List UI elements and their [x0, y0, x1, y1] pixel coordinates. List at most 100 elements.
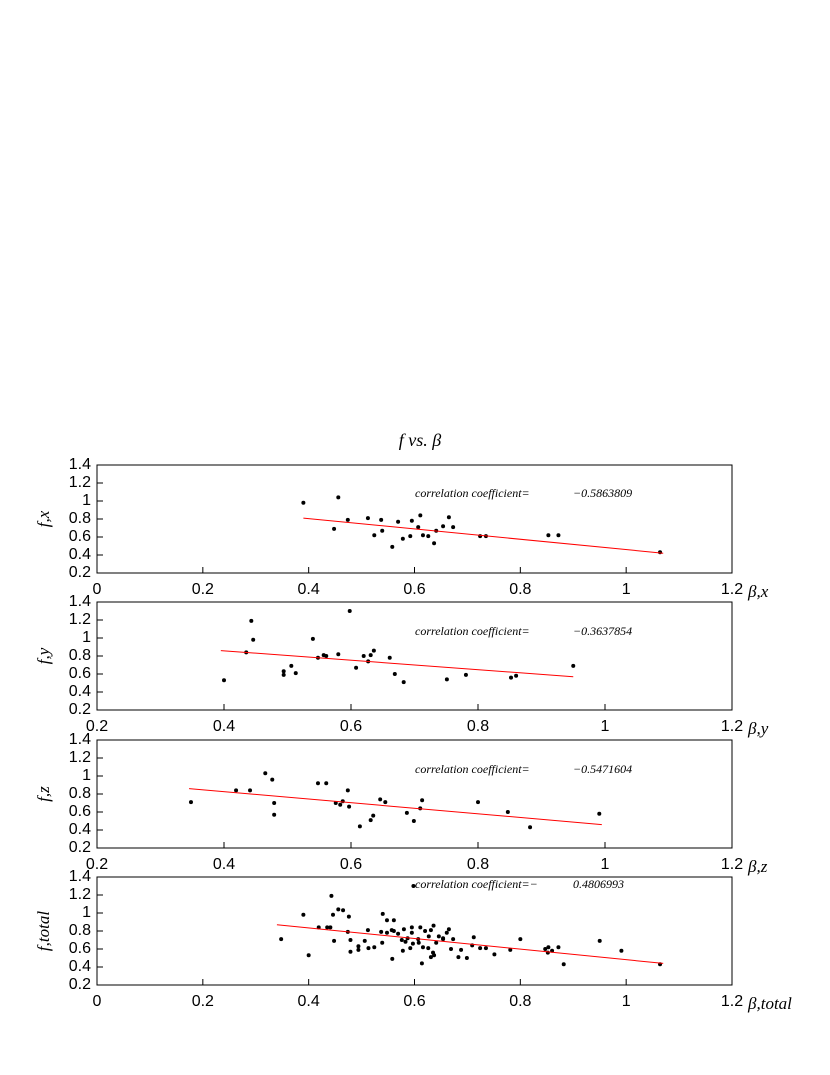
y-tick-label: 0.6 [69, 528, 91, 545]
point [597, 811, 602, 816]
annotation-value: −0.5471604 [573, 762, 632, 776]
point [441, 524, 446, 529]
point [372, 945, 377, 950]
plot-frame [96, 876, 733, 986]
point [401, 680, 406, 685]
point [249, 618, 254, 623]
point [301, 500, 306, 505]
point [336, 652, 341, 657]
point [426, 946, 431, 951]
y-tick-label: 1.2 [69, 886, 91, 903]
point [372, 533, 377, 538]
annotation: correlation coefficient=− [415, 877, 538, 891]
x-tick-label: 0.8 [467, 856, 489, 873]
x-tick-label: 0.6 [403, 993, 425, 1010]
point [384, 918, 389, 923]
fit-line [189, 788, 602, 826]
point [508, 947, 513, 952]
point [459, 947, 464, 952]
point [449, 947, 454, 951]
point [263, 771, 268, 776]
point [222, 678, 226, 683]
plot-frame [96, 601, 733, 711]
point [420, 798, 425, 803]
x-tick-label: 1.2 [721, 581, 743, 598]
x-tick-label: 0.4 [298, 581, 320, 598]
point [404, 810, 409, 815]
x-tick-label: 0.2 [86, 856, 108, 873]
point [403, 939, 408, 944]
point [400, 948, 405, 953]
point [514, 673, 519, 678]
point [561, 962, 566, 967]
point [483, 946, 488, 951]
point [371, 813, 376, 818]
x-tick-label: 0 [93, 581, 102, 598]
point [396, 519, 401, 524]
point [368, 653, 373, 658]
point [420, 533, 425, 538]
point [428, 955, 433, 960]
x-tick-label: 0.6 [340, 718, 362, 735]
point [333, 801, 338, 805]
point [348, 949, 353, 954]
y-tick-label: 0.2 [69, 976, 91, 993]
point [505, 810, 510, 814]
point [444, 677, 449, 682]
point [366, 946, 371, 951]
x-tick-label: 1.2 [721, 856, 743, 873]
point [380, 911, 385, 916]
point [347, 804, 352, 809]
x-axis-label: β,z [747, 857, 768, 876]
point [384, 930, 389, 935]
point [401, 927, 406, 932]
point [272, 801, 277, 805]
plot-frame [96, 739, 733, 849]
x-axis-label: β,total [747, 994, 792, 1013]
point [362, 938, 367, 943]
x-tick-label: 0.4 [213, 718, 235, 735]
point [400, 536, 405, 541]
point [456, 955, 461, 960]
y-tick-label: 1.2 [69, 749, 91, 766]
point [409, 925, 414, 930]
point [451, 525, 456, 530]
point [356, 947, 361, 952]
point [324, 781, 329, 786]
point [546, 945, 551, 950]
point [357, 824, 362, 829]
y-tick-label: 0.2 [69, 839, 91, 856]
point [348, 938, 353, 942]
point [390, 544, 395, 549]
x-tick-label: 0.2 [192, 581, 214, 598]
point [281, 672, 286, 677]
point [463, 672, 468, 677]
point [546, 533, 551, 538]
y-axis-label: f,total [34, 911, 53, 951]
point [416, 940, 421, 945]
point [332, 938, 337, 943]
point [380, 940, 385, 945]
y-tick-label: 0.4 [69, 546, 91, 563]
point [428, 928, 433, 933]
point [423, 929, 428, 933]
point [336, 495, 341, 500]
point [431, 923, 436, 928]
point [420, 945, 425, 950]
point [396, 931, 401, 936]
annotation-value: 0.4806993 [573, 877, 624, 891]
point [379, 517, 384, 522]
point [571, 663, 576, 668]
y-tick-label: 0.8 [69, 510, 91, 527]
point [356, 944, 361, 949]
point [391, 918, 396, 923]
point [310, 636, 315, 641]
y-tick-label: 0.4 [69, 958, 91, 975]
y-tick-label: 1.4 [69, 731, 91, 748]
y-tick-label: 0.6 [69, 665, 91, 682]
point [509, 675, 514, 680]
point [543, 947, 548, 951]
point [426, 934, 431, 939]
point [365, 516, 370, 521]
